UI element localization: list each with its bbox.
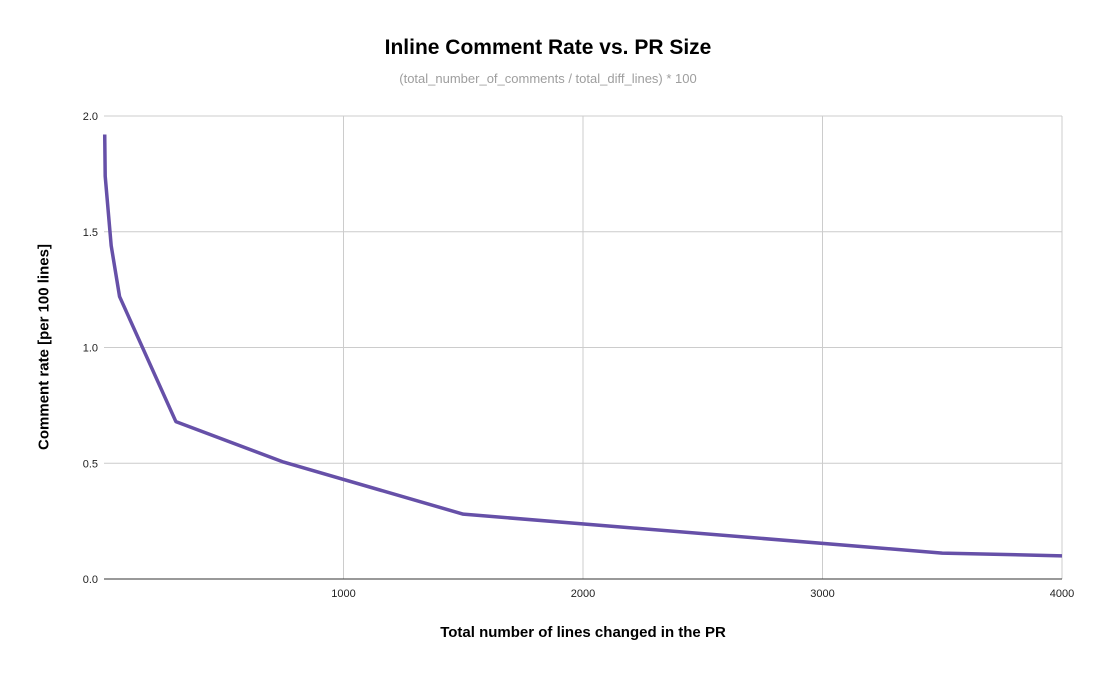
y-axis-label: Comment rate [per 100 lines] <box>35 244 53 450</box>
y-tick-label: 0.5 <box>83 458 98 470</box>
x-tick-label: 3000 <box>810 588 834 600</box>
y-tick-label: 1.0 <box>83 343 98 355</box>
y-tick-label: 2.0 <box>83 111 98 123</box>
x-tick-label: 2000 <box>571 588 595 600</box>
x-tick-label: 4000 <box>1050 588 1074 600</box>
y-tick-label: 0.0 <box>83 574 98 586</box>
y-tick-label: 1.5 <box>83 227 98 239</box>
x-tick-label: 1000 <box>331 588 355 600</box>
x-axis-label: Total number of lines changed in the PR <box>440 624 726 641</box>
chart-subtitle: (total_number_of_comments / total_diff_l… <box>399 71 697 86</box>
chart-title: Inline Comment Rate vs. PR Size <box>384 36 712 59</box>
